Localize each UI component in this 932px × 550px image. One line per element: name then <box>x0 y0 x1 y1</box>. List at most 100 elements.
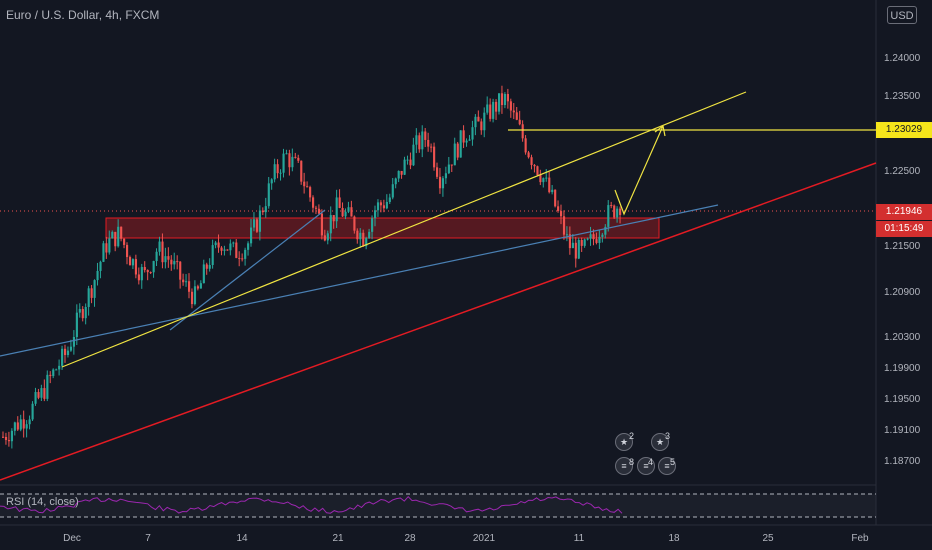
candle-body <box>412 144 415 166</box>
blue-trendline-long[interactable] <box>0 204 719 357</box>
price-tick-label: 1.18700 <box>884 456 921 467</box>
candle-body <box>208 265 211 269</box>
candle-body <box>317 208 321 214</box>
candle-body <box>297 157 300 161</box>
candle-body <box>108 238 111 253</box>
price-tick-label: 1.20900 <box>884 287 921 298</box>
candle-body <box>385 201 388 209</box>
projection-path[interactable] <box>614 125 664 216</box>
candle-body <box>430 146 433 148</box>
candle-body <box>524 138 527 153</box>
candle-body <box>7 440 11 442</box>
candle-body <box>503 94 507 106</box>
candle-body <box>193 286 197 305</box>
time-axis[interactable]: Dec 7 14 21 28 2021 11 18 25 Feb <box>63 533 869 544</box>
candle-body <box>176 261 179 263</box>
yellow-trendline[interactable] <box>61 91 747 368</box>
event-badge-eu-icon-2[interactable]: ★ <box>651 433 669 451</box>
candle-body <box>542 178 545 183</box>
candle-body <box>276 164 279 174</box>
candle-body <box>489 104 492 119</box>
candle-body <box>143 267 146 271</box>
candle-body <box>52 369 55 377</box>
candle-body <box>270 179 273 184</box>
candle-body <box>96 270 99 281</box>
candle-body <box>616 208 619 218</box>
candle-body <box>300 160 303 182</box>
price-tick-label: 1.19900 <box>884 363 921 374</box>
candle-body <box>515 112 518 120</box>
candle-body <box>539 175 542 183</box>
candle-body <box>376 202 380 211</box>
red-trendline[interactable] <box>0 162 877 481</box>
candle-body <box>441 178 445 189</box>
candle-body <box>140 267 143 281</box>
event-badge-us-icon[interactable]: ≡ <box>615 457 633 475</box>
candle-body <box>353 216 356 231</box>
candle-body <box>4 436 8 441</box>
candle-body <box>551 189 554 193</box>
candle-body <box>601 234 604 237</box>
candle-body <box>438 176 442 189</box>
candle-body <box>400 170 403 175</box>
rsi-label: RSI (14, close) <box>6 496 79 508</box>
symbol-title: Euro / U.S. Dollar, 4h, FXCM <box>6 8 160 22</box>
candle-body <box>81 309 84 319</box>
candle-body <box>391 184 394 198</box>
candle-body <box>282 153 285 173</box>
price-axis[interactable]: 1.24000 1.23500 1.22500 1.21500 1.20900 1.203… <box>884 53 921 467</box>
candle-body <box>545 177 548 179</box>
event-badge-us-icon-3[interactable]: ≡ <box>658 457 676 475</box>
candle-body <box>241 258 244 260</box>
candle-body <box>509 101 512 111</box>
candle-body <box>427 139 430 147</box>
candle-body <box>196 286 200 289</box>
candle-body <box>309 187 312 198</box>
candle-body <box>350 207 353 217</box>
event-badge-eu-icon[interactable]: ★ <box>615 433 633 451</box>
event-count-us-1: 8 <box>629 457 635 467</box>
candle-body <box>84 306 87 319</box>
candle-body <box>170 259 173 265</box>
candle-body <box>217 242 220 248</box>
candle-body <box>40 388 43 398</box>
candle-body <box>604 226 607 235</box>
candle-body <box>613 205 616 218</box>
currency-button[interactable]: USD <box>887 6 917 24</box>
candle-body <box>589 234 592 239</box>
candle-body <box>255 219 259 232</box>
candle-body <box>527 152 530 158</box>
target-price-tag: 1.23029 <box>876 122 932 138</box>
candle-body <box>235 242 238 258</box>
candle-body <box>394 178 397 185</box>
candle-body <box>31 403 34 420</box>
candle-body <box>303 181 306 187</box>
candle-body <box>465 140 468 143</box>
candle-body <box>379 202 383 206</box>
candle-body <box>335 197 338 222</box>
candle-body <box>167 256 170 260</box>
candle-body <box>264 206 267 213</box>
candle-body <box>586 238 589 240</box>
candle-body <box>571 242 574 249</box>
candle-body <box>506 94 510 102</box>
price-tick-label: 1.19100 <box>884 425 921 436</box>
candle-body <box>530 157 533 165</box>
time-tick-label: 21 <box>332 533 344 544</box>
event-badge-us-icon-2[interactable]: ≡ <box>637 457 655 475</box>
event-count-eu: 2 <box>629 431 635 441</box>
time-tick-label: Feb <box>851 533 869 544</box>
time-tick-label: 2021 <box>473 533 496 544</box>
candle-body <box>214 242 217 246</box>
time-tick-label: 7 <box>145 533 151 544</box>
candle-body <box>158 241 161 252</box>
blue-trendline-short[interactable] <box>169 209 326 331</box>
candle-body <box>72 337 76 347</box>
candle-body <box>155 251 158 262</box>
candle-body <box>43 388 46 399</box>
candle-body <box>565 234 569 236</box>
event-count-eu-2: 3 <box>665 431 671 441</box>
candle-body <box>232 242 235 244</box>
candle-body <box>320 213 324 236</box>
